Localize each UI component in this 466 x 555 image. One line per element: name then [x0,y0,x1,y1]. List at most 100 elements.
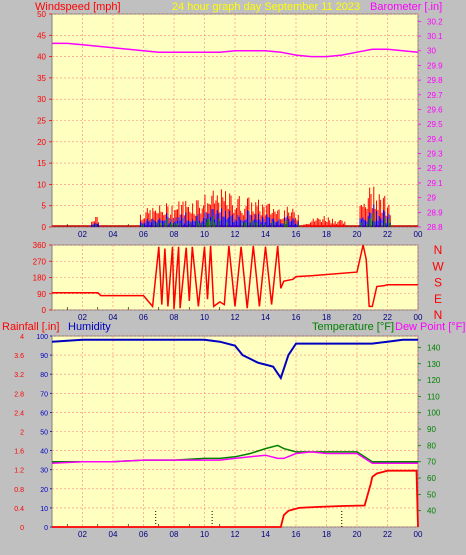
wind-y-tick-label: 30 [37,95,46,104]
rain-humidity-temp-panel: 02 04 06 08 10 12 14 16 18 20 22 0000.40.81.21.622.… [14,334,441,539]
temperature-label: Temperature [°F] [312,321,394,333]
humidity-y-tick-label: 100 [36,334,48,341]
rainfall-label: Rainfall [.in] [2,321,59,333]
barometer-y-tick-label: 29.7 [427,91,443,100]
humidity-y-tick-label: 90 [40,353,48,360]
rain-y-tick-label: 2.4 [14,410,24,417]
direction-panel-x-tick-label: 20 [353,313,362,322]
rain-panel-x-tick-label: 10 [200,530,209,539]
temperature-y-tick-label: 40 [427,507,436,516]
direction-panel-x-tick-label: 04 [109,313,118,322]
rain-y-tick-label: 0.8 [14,487,24,494]
rain-panel-x-tick-label: 04 [109,530,118,539]
humidity-y-tick-label: 70 [40,391,48,398]
windspeed-label: Windspeed [mph] [35,1,121,13]
temperature-y-tick-label: 70 [427,458,436,467]
wind-y-tick-label: 15 [37,159,46,168]
wind-panel-x-tick-label: 10 [200,230,209,239]
barometer-y-tick-label: 30.1 [427,32,443,41]
barometer-y-tick-label: 29.6 [427,105,443,114]
wind-y-tick-label: 45 [37,31,46,40]
rain-y-tick-label: 2 [20,430,24,437]
rain-y-tick-label: 0.4 [14,506,24,513]
temperature-y-tick-label: 80 [427,441,436,450]
wind-panel-x-tick-label: 04 [109,230,118,239]
wind-y-tick-label: 5 [42,202,47,211]
direction-y-tick-label: 270 [33,257,47,266]
barometer-label: Barometer [.in] [370,1,442,13]
wind-panel-x-tick-label: 00 [414,230,423,239]
humidity-y-tick-label: 0 [44,525,48,532]
compass-label: N [434,243,443,257]
direction-panel-x-tick-label: 14 [261,313,270,322]
direction-panel-x-tick-label: 02 [78,313,87,322]
direction-panel-x-tick-label: 06 [139,313,148,322]
direction-panel-x-tick-label: 10 [200,313,209,322]
rain-y-tick-label: 3.2 [14,372,24,379]
humidity-y-tick-label: 50 [40,430,48,437]
dewpoint-label: Dew Point [°F] [395,321,465,333]
temperature-y-tick-label: 100 [427,409,441,418]
rain-panel-x-tick-label: 02 [78,530,87,539]
direction-panel-x-tick-label: 08 [170,313,179,322]
direction-panel-x-tick-label: 22 [383,313,392,322]
wind-y-tick-label: 40 [37,53,46,62]
wind-y-tick-label: 25 [37,117,46,126]
rain-panel-x-tick-label: 06 [139,530,148,539]
temperature-y-tick-label: 60 [427,474,436,483]
wind-y-tick-label: 35 [37,74,46,83]
rainfall-line [52,469,419,528]
barometer-y-tick-label: 28.9 [427,208,443,217]
rain-panel-x-tick-label: 08 [170,530,179,539]
temperature-y-tick-label: 90 [427,425,436,434]
humidity-y-tick-label: 80 [40,372,48,379]
humidity-y-tick-label: 10 [40,506,48,513]
direction-panel-x-tick-label: 18 [322,313,331,322]
barometer-y-tick-label: 29.9 [427,61,443,70]
humidity-label: Humidity [68,321,111,333]
wind-barometer-panel: 02 04 06 08 10 12 14 16 18 20 22 000510152025303540… [37,10,443,239]
rain-y-tick-label: 1.2 [14,468,24,475]
humidity-y-tick-label: 20 [40,487,48,494]
wind-y-tick-label: 10 [37,180,46,189]
rain-panel-x-tick-label: 12 [231,530,240,539]
wind-y-tick-label: 0 [42,223,47,232]
direction-panel-x-tick-label: 12 [231,313,240,322]
rain-panel-x-tick-label: 18 [322,530,331,539]
wind-panel-x-tick-label: 22 [383,230,392,239]
graph-title: 24 hour graph day September 11 2023 [172,1,360,13]
rain-panel-x-tick-label: 00 [414,530,423,539]
wind-y-tick-label: 20 [37,138,46,147]
humidity-y-tick-label: 40 [40,449,48,456]
temperature-y-tick-label: 140 [427,343,441,352]
wind-panel-x-tick-label: 08 [170,230,179,239]
barometer-y-tick-label: 29 [427,194,436,203]
wind-panel-x-tick-label: 16 [292,230,301,239]
direction-panel-x-tick-label: 16 [292,313,301,322]
compass-label: S [434,276,442,290]
rain-panel-x-tick-label: 16 [292,530,301,539]
rain-y-tick-label: 0 [20,525,24,532]
compass-label: W [432,259,444,273]
temperature-y-tick-label: 50 [427,490,436,499]
rain-y-tick-label: 1.6 [14,449,24,456]
direction-y-tick-label: 90 [37,290,46,299]
wind-panel-x-tick-label: 20 [353,230,362,239]
barometer-y-tick-label: 30 [427,47,436,56]
humidity-y-tick-label: 60 [40,410,48,417]
barometer-y-tick-label: 29.8 [427,76,443,85]
dewpoint-line [51,451,418,465]
compass-label: N [434,308,443,322]
direction-line [52,244,418,310]
barometer-line [52,42,419,58]
barometer-y-tick-label: 29.3 [427,150,443,159]
rain-panel-x-tick-label: 22 [383,530,392,539]
wind-panel-x-tick-label: 18 [322,230,331,239]
humidity-y-tick-label: 30 [40,468,48,475]
wind-panel-x-tick-label: 12 [231,230,240,239]
compass-label: E [434,292,442,306]
wind-y-tick-label: 50 [37,10,46,19]
barometer-y-tick-label: 29.4 [427,135,443,144]
